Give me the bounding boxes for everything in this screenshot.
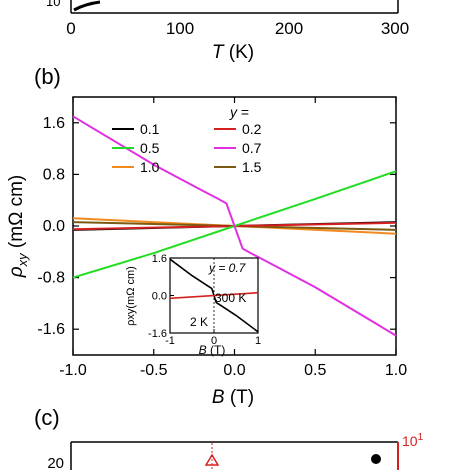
x-tick-label-1-0: 1.0 bbox=[385, 362, 407, 379]
legend: y = 0.1 0.2 0.5 0.7 1.0 1.5 bbox=[112, 104, 262, 175]
panel-c-left-tick: 20 bbox=[47, 455, 64, 470]
legend-label-0-1: 0.1 bbox=[140, 121, 160, 137]
panel-c-circle-marker bbox=[371, 454, 381, 464]
main-plot: -1.0 -0.5 0.0 0.5 1.0 -1.6 -0.8 0.0 0.8 1.6 y = 0… bbox=[37, 96, 407, 379]
top-x-axis-label: T (K) bbox=[212, 42, 254, 63]
inset-y-tick-label-1-6: -1.6 bbox=[148, 328, 167, 340]
y-tick-label-1-6: -1.6 bbox=[37, 321, 65, 338]
y-tick-label-0-8: 0.8 bbox=[43, 166, 65, 183]
inset-plot: -1 0 1 1.6 0.0 -1.6 y = 0.7 300 K 2 K B (T) ρ… bbox=[125, 253, 261, 357]
inset-y-axis-label: ρxy(mΩ cm) bbox=[125, 266, 137, 326]
x-tick-label-0-0: 0.0 bbox=[223, 362, 245, 379]
legend-label-1-5: 1.5 bbox=[242, 159, 262, 175]
top-panel-partial-label: 10 bbox=[46, 0, 60, 9]
legend-label-0-7: 0.7 bbox=[242, 140, 262, 156]
top-x-tick-300: 300 bbox=[381, 19, 409, 38]
x-axis-label: B (T) bbox=[212, 387, 254, 408]
legend-label-0-5: 0.5 bbox=[140, 140, 160, 156]
main-plot-ticks: -1.0 -0.5 0.0 0.5 1.0 -1.6 -0.8 0.0 0.8 1.6 bbox=[37, 97, 407, 379]
main-plot-series bbox=[72, 115, 397, 337]
inset-x-tick-label-1: -1 bbox=[165, 335, 175, 347]
panel-b-label: (b) bbox=[34, 64, 61, 89]
inset-y-tick-label-0-0: 0.0 bbox=[152, 291, 167, 303]
legend-label-0-2: 0.2 bbox=[242, 121, 262, 137]
inset-annotation-y: y = 0.7 bbox=[208, 261, 247, 275]
top-panel: 10 0 100 200 300 T (K) bbox=[46, 0, 409, 63]
inset-label-300k: 300 K bbox=[215, 291, 246, 305]
x-tick-label-0-5: -0.5 bbox=[140, 362, 168, 379]
top-x-tick-100: 100 bbox=[166, 19, 194, 38]
inset-x-axis-label: B (T) bbox=[199, 343, 226, 357]
y-tick-label-1-6: 1.6 bbox=[43, 115, 65, 132]
top-x-tick-200: 200 bbox=[275, 19, 303, 38]
y-tick-label-0-0: 0.0 bbox=[43, 218, 65, 235]
inset-label-2k: 2 K bbox=[190, 315, 208, 329]
top-panel-curve bbox=[73, 0, 101, 12]
inset-series-line-300-K bbox=[169, 291, 259, 300]
inset-x-tick-label-0: 0 bbox=[211, 335, 217, 347]
top-x-tick-0: 0 bbox=[66, 19, 75, 38]
inset-x-tick-label-1: 1 bbox=[255, 335, 261, 347]
series-line-0-7 bbox=[72, 115, 397, 337]
inset-y-tick-label-1-6: 1.6 bbox=[152, 253, 167, 265]
legend-label-1-0: 1.0 bbox=[140, 159, 160, 175]
legend-title: y = bbox=[229, 104, 249, 120]
inset-series bbox=[169, 258, 259, 333]
panel-c-label: (c) bbox=[34, 405, 60, 430]
x-tick-label-1-0: -1.0 bbox=[59, 362, 87, 379]
panel-c: (c) 20 101 bbox=[34, 405, 424, 470]
y-axis-label: ρxy (mΩ cm) bbox=[6, 175, 30, 278]
panel-c-right-tick: 101 bbox=[402, 432, 424, 449]
x-tick-label-0-5: 0.5 bbox=[304, 362, 326, 379]
y-tick-label-0-8: -0.8 bbox=[37, 270, 65, 287]
inset-ticks: -1 0 1 1.6 0.0 -1.6 bbox=[148, 253, 261, 347]
